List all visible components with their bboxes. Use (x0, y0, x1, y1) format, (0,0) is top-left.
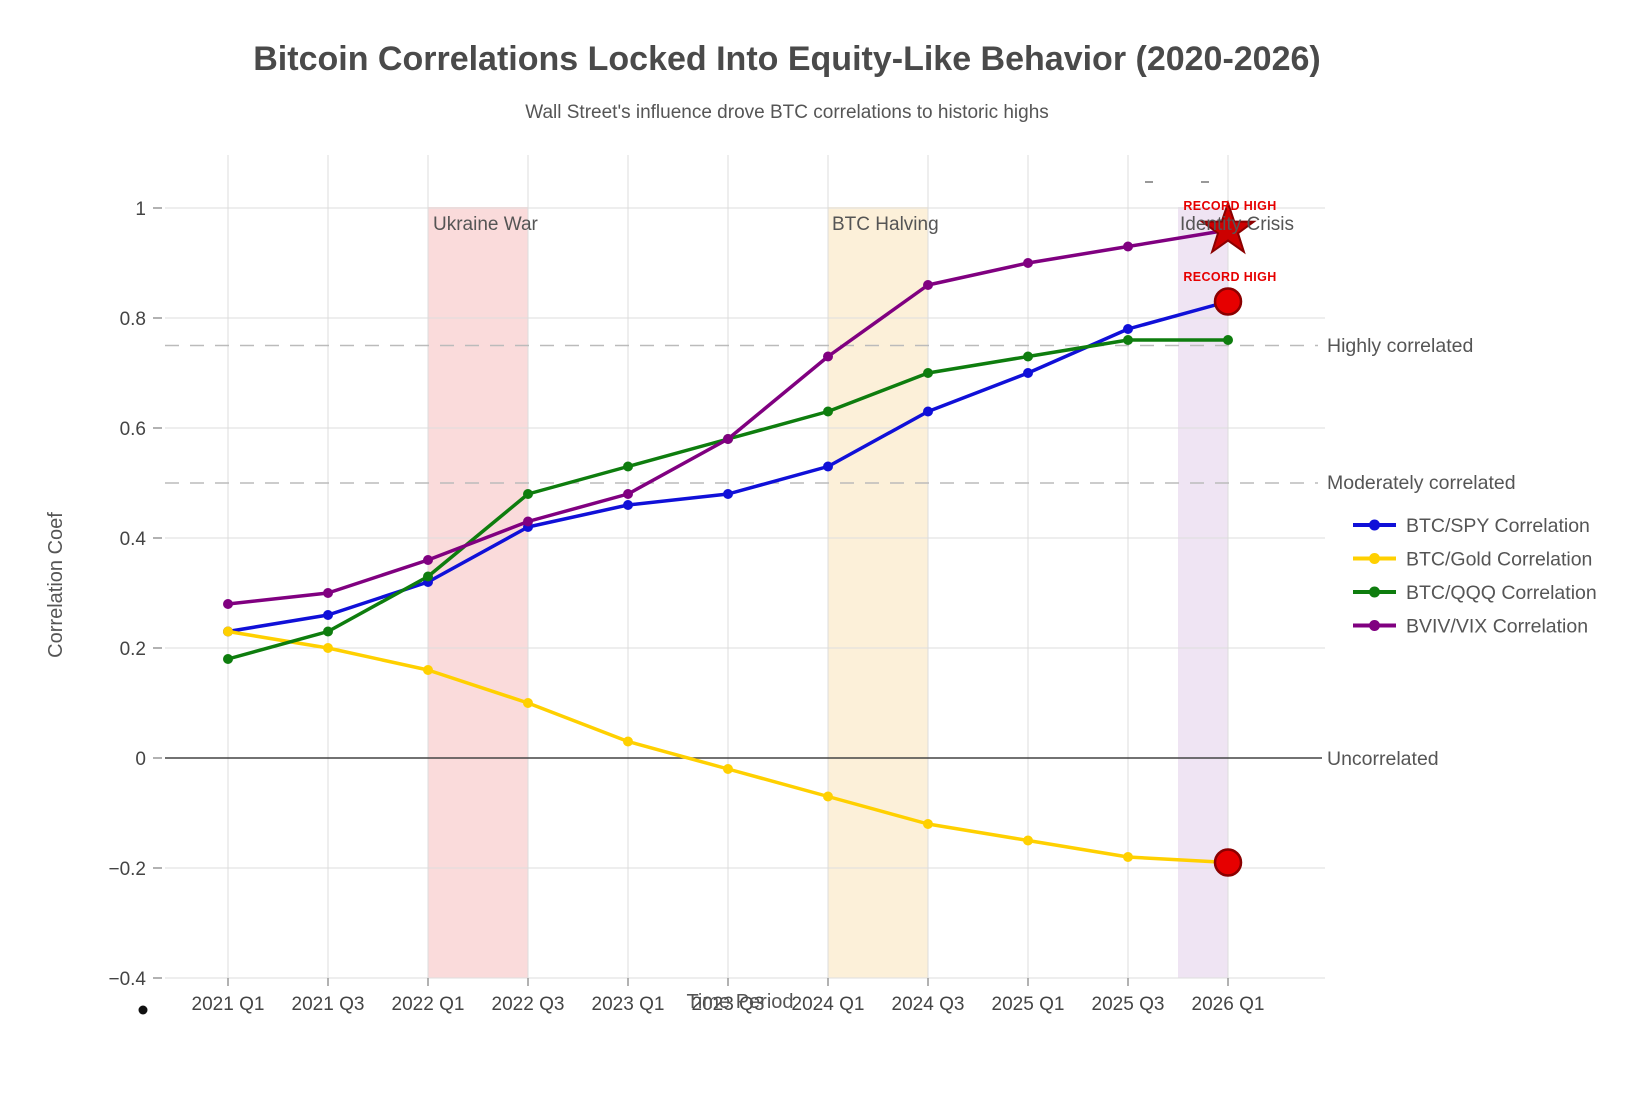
y-tick-label: 1 (135, 199, 146, 220)
data-point[interactable] (423, 555, 433, 565)
band-label-identity-crisis: Identity Crisis (1180, 214, 1294, 235)
record-high-circle-marker[interactable] (1213, 287, 1243, 316)
data-point[interactable] (1123, 324, 1133, 334)
data-point[interactable] (1123, 335, 1133, 345)
data-point[interactable] (823, 791, 833, 802)
stray-bullet-dot (138, 1005, 148, 1015)
data-point[interactable] (223, 599, 233, 609)
data-point[interactable] (623, 736, 633, 747)
data-point[interactable] (923, 819, 933, 829)
legend-dot-swatch (1369, 553, 1380, 564)
y-tick-label: 0.2 (120, 639, 146, 660)
legend-dot-swatch (1369, 586, 1380, 598)
highlight-band-0 (428, 207, 528, 978)
y-tick-label: −0.2 (108, 859, 146, 880)
data-point[interactable] (623, 461, 633, 472)
data-point[interactable] (423, 665, 433, 675)
x-tick-label: 2021 Q3 (292, 994, 365, 1015)
data-point[interactable] (523, 516, 533, 527)
threshold-lines-layer (165, 344, 1322, 759)
data-point[interactable] (323, 643, 333, 653)
record-high-label-bviv: RECORD HIGH (1183, 199, 1276, 213)
x-tick-label: 2025 Q1 (992, 994, 1065, 1015)
x-tick-label: 2021 Q1 (192, 994, 265, 1015)
x-tick-label: 2023 Q3 (692, 994, 765, 1015)
threshold-label-uncorrelated: Uncorrelated (1327, 748, 1439, 770)
data-point[interactable] (823, 351, 833, 362)
data-point[interactable] (323, 610, 333, 620)
legend-item-label: BTC/Gold Correlation (1406, 549, 1592, 571)
data-point[interactable] (223, 626, 233, 637)
legend-item-bviv-vix-correlation[interactable]: BVIV/VIX Correlation (1353, 616, 1588, 638)
record-high-star-marker[interactable] (1199, 199, 1257, 255)
y-tick-label: 0.8 (120, 309, 146, 330)
data-point[interactable] (523, 489, 533, 499)
data-point[interactable] (223, 654, 233, 664)
legend-item-btc-qqq-correlation[interactable]: BTC/QQQ Correlation (1353, 582, 1597, 604)
legend-item-btc-gold-correlation[interactable]: BTC/Gold Correlation (1353, 549, 1592, 571)
data-series-layer (223, 225, 1233, 868)
x-tick-label: 2025 Q3 (1092, 994, 1165, 1015)
y-tick-label: −0.4 (108, 969, 146, 990)
data-point[interactable] (1123, 241, 1133, 252)
legend-item-label: BVIV/VIX Correlation (1406, 616, 1588, 638)
data-point[interactable] (923, 280, 933, 290)
data-point[interactable] (323, 588, 333, 598)
record-high-circle-marker[interactable] (1213, 848, 1243, 877)
chart-title: Bitcoin Correlations Locked Into Equity-… (253, 40, 1320, 78)
data-point[interactable] (923, 368, 933, 378)
data-point[interactable] (1123, 852, 1133, 862)
y-tick-label: 0 (135, 749, 146, 770)
record-markers-layer (1199, 199, 1257, 877)
band-label-ukraine-war: Ukraine War (433, 214, 539, 235)
data-point[interactable] (723, 434, 733, 444)
data-point[interactable] (823, 461, 833, 472)
data-point[interactable] (323, 626, 333, 637)
data-point[interactable] (623, 500, 633, 510)
grid-layer: 1 0.8 0.6 0.4 0.2 0 −0.2 −0.4 2021 Q1 2021 Q3 2022… (108, 155, 1325, 1015)
y-tick-label: 0.6 (120, 419, 146, 440)
data-point[interactable] (823, 406, 833, 417)
band-label-btc-halving: BTC Halving (832, 214, 939, 235)
data-point[interactable] (523, 698, 533, 708)
legend-item-label: BTC/SPY Correlation (1406, 515, 1590, 537)
x-tick-label: 2023 Q1 (592, 994, 665, 1015)
data-point[interactable] (923, 406, 933, 417)
x-tick-label: 2024 Q3 (892, 994, 965, 1015)
data-point[interactable] (1023, 368, 1033, 378)
x-axis-title: Time Period (686, 991, 793, 1013)
x-tick-label: 2026 Q1 (1192, 994, 1265, 1015)
legend-dot-swatch (1369, 620, 1380, 631)
data-point[interactable] (1023, 835, 1033, 846)
highlight-band-2 (1178, 207, 1228, 978)
data-point[interactable] (723, 764, 733, 774)
data-point[interactable] (423, 571, 433, 582)
data-point[interactable] (1023, 351, 1033, 362)
data-point[interactable] (623, 489, 633, 499)
x-tick-label: 2024 Q1 (792, 994, 865, 1015)
legend-dot-swatch (1369, 519, 1380, 531)
highlight-band-1 (828, 207, 928, 978)
x-tick-label: 2022 Q1 (392, 994, 465, 1015)
y-axis-title: Correlation Coef (45, 512, 67, 658)
x-tick-label: 2022 Q3 (492, 994, 565, 1015)
record-high-label-spy: RECORD HIGH (1183, 270, 1276, 284)
data-point[interactable] (1023, 258, 1033, 268)
highlight-bands-layer (428, 207, 1228, 978)
y-tick-label: 0.4 (120, 529, 147, 550)
threshold-label-highly: Highly correlated (1327, 335, 1473, 357)
legend-item-label: BTC/QQQ Correlation (1406, 582, 1597, 604)
data-point[interactable] (1223, 335, 1233, 345)
threshold-label-moderately: Moderately correlated (1327, 472, 1516, 494)
data-point[interactable] (723, 489, 733, 499)
chart-subtitle: Wall Street's influence drove BTC correl… (525, 102, 1049, 123)
legend-item-btc-spy-correlation[interactable]: BTC/SPY Correlation (1353, 515, 1590, 537)
legend: BTC/SPY Correlation BTC/Gold Correlation B… (1353, 515, 1597, 638)
